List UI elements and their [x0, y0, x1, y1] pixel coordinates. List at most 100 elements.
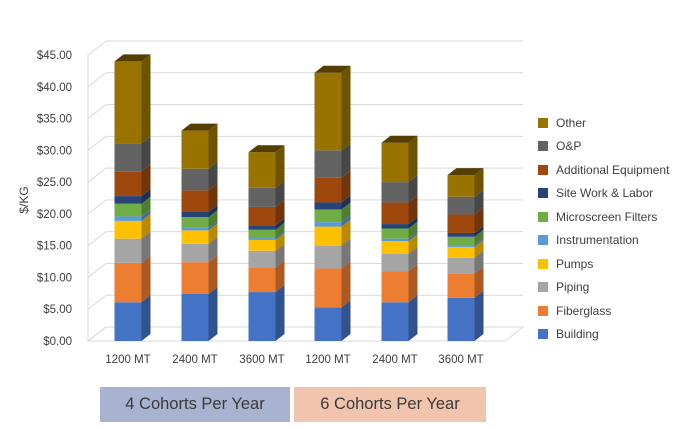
bar-segment-side: [275, 145, 285, 188]
y-tick-label: $0.00: [43, 336, 72, 348]
bar-segment-side: [408, 264, 418, 303]
bar-segment-front: [248, 229, 276, 239]
bar-segment-front: [114, 203, 142, 217]
bar-segment-front: [181, 230, 209, 244]
gridline-depth: [87, 263, 107, 278]
legend-label: Building: [556, 327, 599, 342]
bar-segment-front: [114, 302, 142, 341]
bar-segment-side: [141, 255, 151, 303]
legend-item: Building: [538, 323, 669, 347]
legend-label: Piping: [556, 280, 590, 295]
bar-segment-front: [381, 228, 409, 239]
bar-segment-side: [408, 135, 418, 183]
bar-segment-front: [314, 150, 342, 178]
bar-segment-side: [341, 202, 351, 223]
x-axis-categories: 1200 MT 2400 MT 3600 MT 1200 MT 2400 MT 3600 …: [105, 354, 483, 366]
gridline-depth: [87, 104, 107, 119]
gridline-depth: [87, 40, 107, 56]
legend-swatch: [538, 258, 548, 269]
bar-segment-front: [114, 61, 142, 144]
y-axis-label: $/KG: [17, 186, 31, 213]
legend-label: Instrumentation: [556, 233, 639, 248]
bar-segment-front: [381, 238, 409, 242]
bar-segment-front: [114, 171, 142, 197]
gridline-depth: [87, 231, 107, 247]
bar-segment-front: [114, 216, 142, 221]
x-category-label: 2400 MT: [172, 354, 217, 366]
y-tick-label: $20.00: [37, 209, 72, 221]
bar-segment-side: [275, 260, 285, 293]
bar-segment-front: [181, 211, 209, 218]
bar-segment-front: [248, 206, 276, 226]
bar-segment-side: [208, 236, 218, 263]
bar-segment-side: [208, 286, 218, 341]
legend-item: O&P: [538, 135, 669, 159]
bar-segment-side: [408, 217, 418, 229]
bar-segment-front: [447, 214, 475, 233]
bar-segment-front: [314, 209, 342, 223]
bar-segment-side: [275, 231, 285, 240]
bar-segment-side: [141, 189, 151, 204]
bar-top-face: [314, 65, 351, 73]
bar-segment-front: [447, 297, 475, 341]
legend-swatch: [538, 305, 548, 316]
bar-segment-front: [314, 245, 342, 269]
bar-segment-front: [181, 130, 209, 169]
bar-segment-side: [141, 164, 151, 197]
bar-segment-front: [181, 217, 209, 228]
bar-segment-front: [181, 190, 209, 212]
bar-segment-side: [141, 54, 151, 144]
bar-segment-front: [181, 262, 209, 294]
bar-segment-front: [381, 142, 409, 183]
bar-segment-side: [474, 250, 484, 274]
legend-item: Instrumentation: [538, 229, 669, 253]
bar-stack: [114, 54, 151, 341]
bar-segment-side: [141, 213, 151, 239]
legend-item: Additional Equipment: [538, 158, 669, 182]
bar-segment-side: [474, 207, 484, 233]
y-tick-label: $35.00: [37, 114, 72, 126]
bar-top-face: [114, 54, 151, 62]
bar-stack: [248, 145, 285, 341]
legend-item: Piping: [538, 276, 669, 300]
bar-segment-side: [341, 219, 351, 246]
bar-segment-front: [181, 293, 209, 341]
legend-label: O&P: [556, 139, 582, 154]
y-axis-ticks: $0.00 $5.00 $10.00 $15.00 $20.00 $25.00 $30.00…: [37, 50, 72, 348]
bar-segment-front: [314, 226, 342, 246]
bar-segment-side: [474, 168, 484, 197]
bar-segment-front: [381, 241, 409, 254]
bar-segment-side: [408, 231, 418, 242]
bar-segment-side: [474, 266, 484, 298]
bar-segment-side: [141, 196, 151, 217]
bar-segment-front: [447, 196, 475, 215]
bar-segment-front: [114, 262, 142, 303]
bar-segment-side: [474, 239, 484, 258]
bar-segment-side: [208, 123, 218, 169]
bar-segment-side: [275, 285, 285, 341]
legend-swatch: [538, 211, 548, 222]
bar-segment-front: [114, 238, 142, 263]
bar-segment-front: [114, 196, 142, 204]
bar-segment-side: [408, 295, 418, 341]
bar-segment-side: [208, 223, 218, 244]
x-category-label: 2400 MT: [372, 354, 417, 366]
bar-segment-front: [248, 267, 276, 293]
bar-segment-side: [275, 199, 285, 226]
chart-legend: Other O&P Additional Equipment Site Work & …: [538, 111, 669, 346]
bar-segment-front: [114, 220, 142, 239]
bar-segment-front: [248, 152, 276, 188]
gridline-depth: [87, 135, 107, 151]
gridline-depth: [87, 199, 107, 215]
bar-segment-side: [408, 175, 418, 203]
legend-item: Pumps: [538, 252, 669, 276]
x-category-label: 3600 MT: [239, 354, 284, 366]
legend-label: Pumps: [556, 256, 594, 271]
legend-swatch: [538, 164, 548, 175]
x-category-label: 1200 MT: [105, 354, 150, 366]
bar-segment-front: [447, 175, 475, 197]
bar-segment-side: [341, 261, 351, 308]
bar-segment-side: [474, 225, 484, 237]
bar-segment-front: [447, 245, 475, 247]
